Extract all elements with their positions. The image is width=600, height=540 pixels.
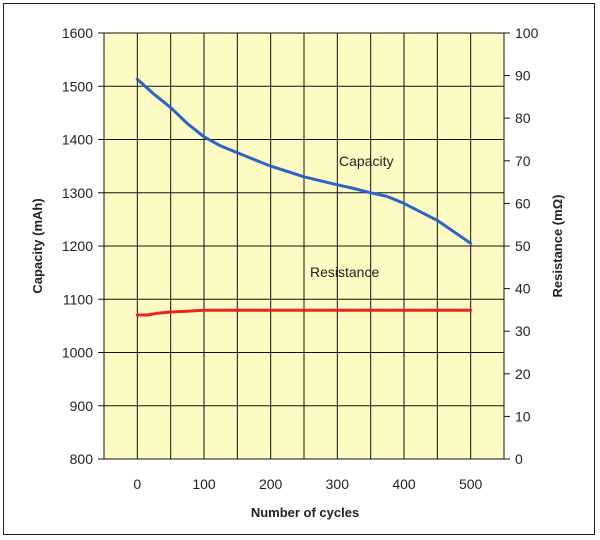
capacity-line — [135, 77, 473, 245]
right-tick-label: 40 — [515, 281, 531, 297]
left-tick-label: 1400 — [62, 132, 93, 148]
x-tick-label: 0 — [133, 476, 141, 492]
right-tick-label: 10 — [515, 408, 531, 424]
right-tick-label: 50 — [515, 238, 531, 254]
capacity-annotation: Capacity — [339, 153, 393, 169]
resistance-line — [135, 308, 473, 317]
right-tick-label: 30 — [515, 323, 531, 339]
x-tick-label: 300 — [326, 476, 350, 492]
right-tick-label: 100 — [515, 25, 539, 41]
left-tick-label: 1100 — [63, 291, 93, 307]
x-axis-title: Number of cycles — [251, 505, 359, 520]
x-tick-label: 100 — [192, 476, 216, 492]
x-tick-label: 400 — [392, 476, 416, 492]
grid — [104, 33, 504, 459]
x-tick-label: 500 — [459, 476, 483, 492]
right-tick-label: 60 — [515, 195, 531, 211]
left-tick-label: 800 — [70, 451, 94, 467]
right-tick-label: 80 — [515, 110, 531, 126]
left-tick-label: 1600 — [62, 25, 93, 41]
x-axis: 0 100 200 300 400 500 — [133, 476, 482, 492]
resistance-annotation: Resistance — [310, 264, 379, 280]
series-layer — [135, 77, 473, 317]
left-y-axis: 1600 1500 1400 1300 1200 1100 1000 900 800 — [62, 25, 104, 467]
left-tick-label: 1300 — [62, 185, 93, 201]
right-tick-label: 20 — [515, 366, 531, 382]
right-tick-label: 0 — [515, 451, 523, 467]
left-tick-label: 900 — [70, 398, 94, 414]
left-y-axis-title: Capacity (mAh) — [30, 198, 45, 293]
right-y-axis-title: Resistance (mΩ) — [550, 195, 565, 298]
left-tick-label: 1500 — [62, 78, 93, 94]
right-tick-label: 90 — [515, 68, 531, 84]
right-tick-label: 70 — [515, 153, 531, 169]
left-tick-label: 1200 — [62, 238, 93, 254]
left-tick-label: 1000 — [62, 345, 93, 361]
x-tick-label: 200 — [259, 476, 283, 492]
